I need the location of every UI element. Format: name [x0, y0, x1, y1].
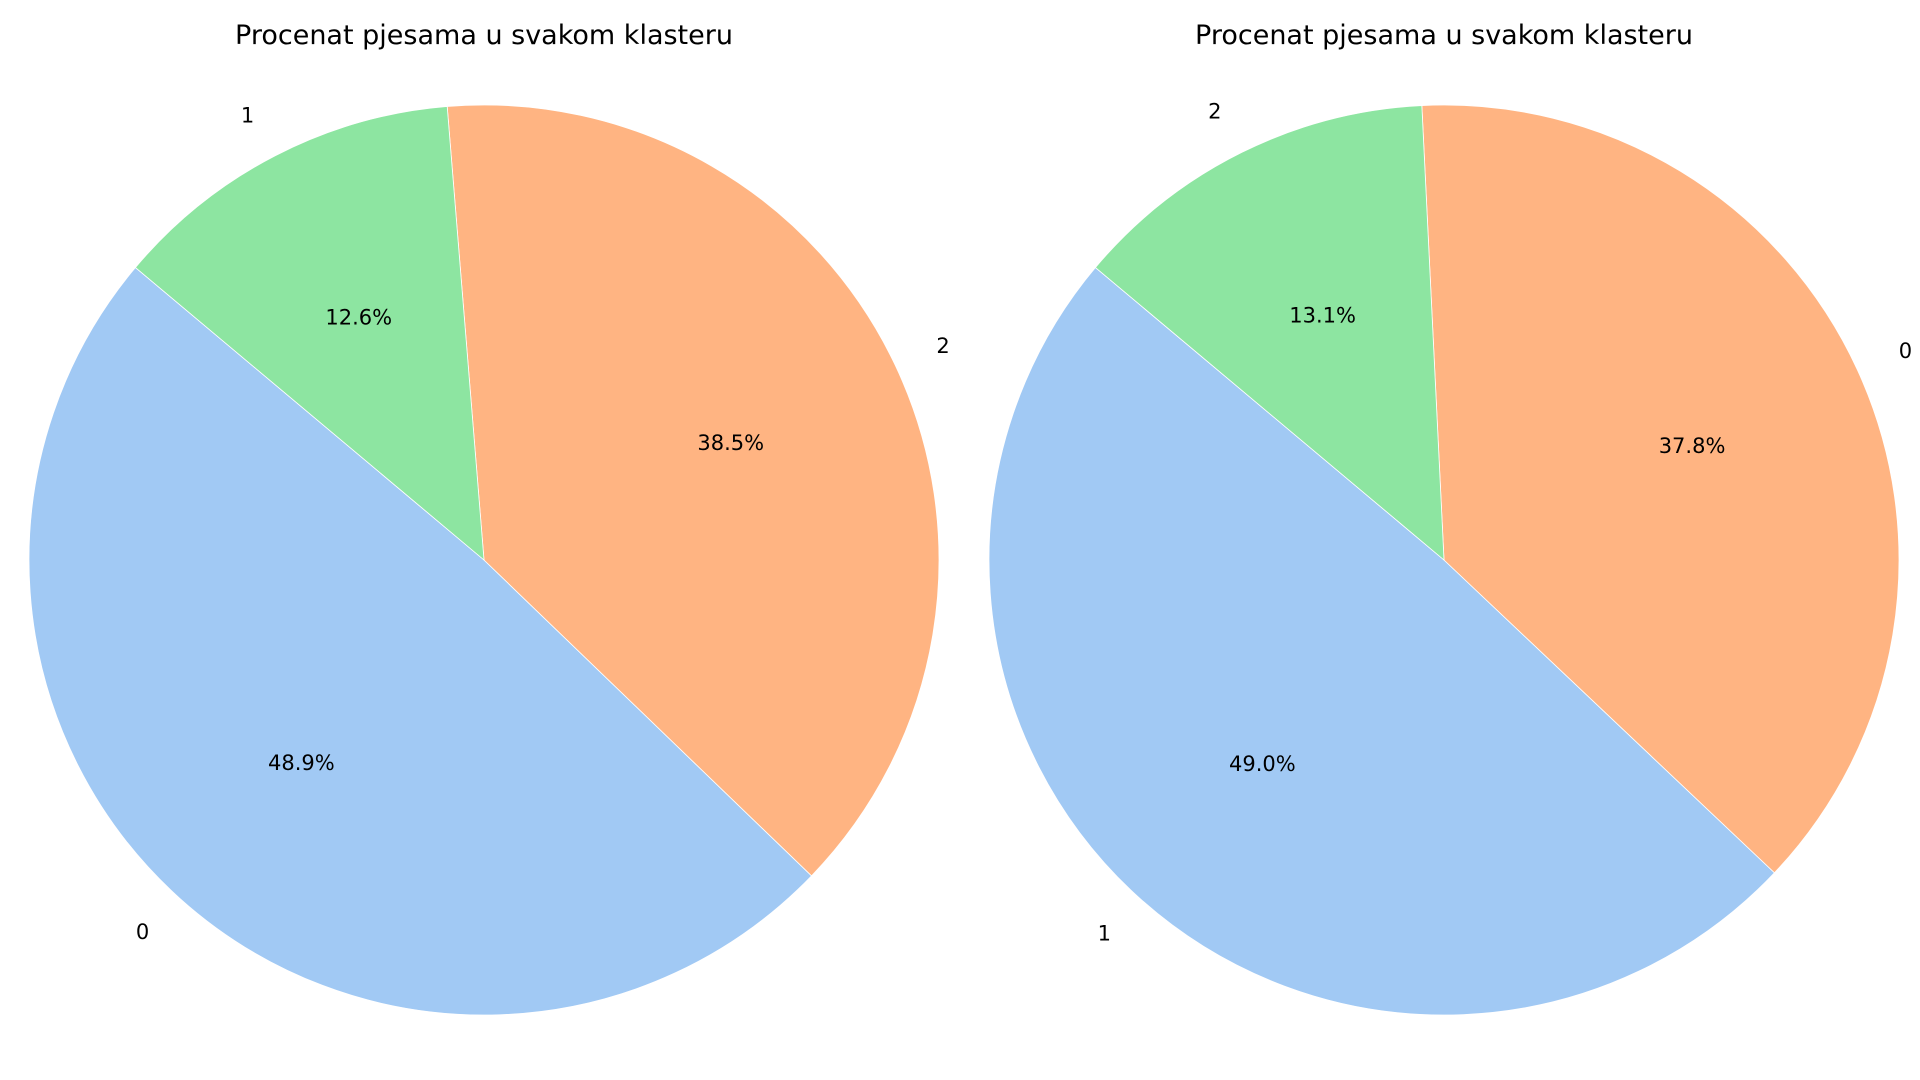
slice-category-label: 1 — [1098, 922, 1111, 946]
slice-percent-label: 13.1% — [1289, 303, 1356, 327]
slice-percent-label: 38.5% — [697, 431, 764, 455]
pie-slice-1 — [134, 106, 485, 561]
slice-percent-label: 48.9% — [268, 751, 335, 775]
slice-category-label: 2 — [1208, 100, 1221, 124]
pie-slice-2 — [1094, 105, 1445, 561]
slice-percent-label: 49.0% — [1229, 752, 1296, 776]
pie-slice-0 — [28, 266, 813, 1016]
pie-slice-2 — [446, 104, 940, 877]
chart-title: Procenat pjesama u svakom klasteru — [235, 20, 733, 51]
pie-chart-right: Procenat pjesama u svakom klasteru 1 49.0… — [960, 0, 1920, 1080]
slice-percent-label: 12.6% — [325, 305, 392, 329]
pie-slice-0 — [1421, 104, 1900, 874]
pie-slice-1 — [988, 266, 1776, 1016]
slice-category-label: 0 — [1899, 339, 1912, 363]
slice-category-label: 2 — [936, 334, 949, 358]
pie-plot: 1 49.0% 0 37.8% 2 13.1% — [988, 100, 1912, 1016]
pie-chart-left: Procenat pjesama u svakom klasteru 0 48.9… — [28, 20, 950, 1016]
slice-percent-label: 37.8% — [1659, 434, 1726, 458]
slice-category-label: 0 — [136, 920, 149, 944]
slice-category-label: 1 — [241, 103, 254, 127]
chart-title: Procenat pjesama u svakom klasteru — [1195, 20, 1693, 51]
pie-plot: 0 48.9% 2 38.5% 1 12.6% — [28, 103, 950, 1016]
